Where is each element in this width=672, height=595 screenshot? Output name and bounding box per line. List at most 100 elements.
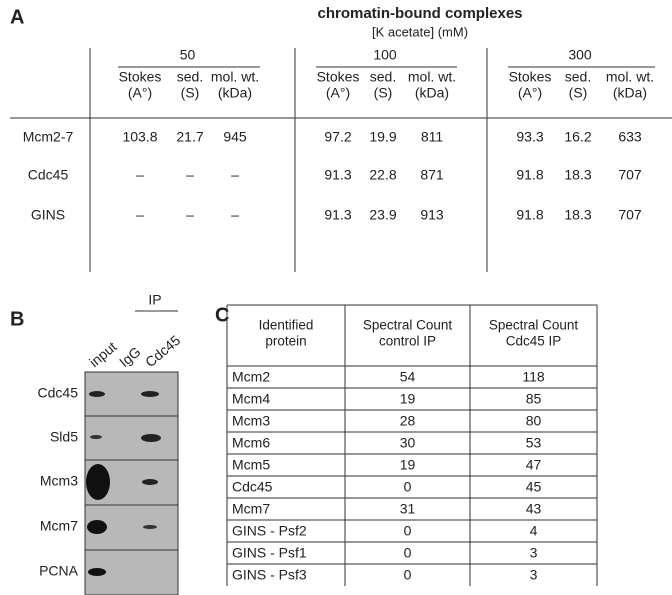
cell: 54 xyxy=(400,369,416,385)
cell: Cdc45 xyxy=(232,479,273,495)
cell: – xyxy=(231,207,239,223)
cell: 0 xyxy=(404,567,412,583)
column-header: sed. xyxy=(177,69,203,85)
panel-label: A xyxy=(10,6,24,28)
figure: Achromatin-bound complexes[K acetate] (m… xyxy=(0,0,672,595)
column-header: sed. xyxy=(565,69,591,85)
cell: 3 xyxy=(530,567,538,583)
cell: 53 xyxy=(526,435,542,451)
column-header: mol. wt. xyxy=(408,69,456,85)
blot-row-label: PCNA xyxy=(39,563,79,579)
cell: 16.2 xyxy=(564,129,591,145)
cell: 45 xyxy=(526,479,542,495)
header-cell: Identified xyxy=(259,318,314,333)
group-label: 100 xyxy=(373,47,397,63)
header-cell: protein xyxy=(265,334,306,349)
cell: – xyxy=(186,207,194,223)
cell: Mcm3 xyxy=(232,413,270,429)
cell: GINS - Psf1 xyxy=(232,545,307,561)
cell: Mcm5 xyxy=(232,457,270,473)
blot-row-label: Cdc45 xyxy=(38,385,79,401)
cell: 91.3 xyxy=(324,167,351,183)
blot xyxy=(85,372,178,595)
lane-label: input xyxy=(86,338,120,370)
column-header: (A°) xyxy=(128,85,152,101)
cell: 47 xyxy=(526,457,542,473)
column-header: sed. xyxy=(370,69,396,85)
cell: 913 xyxy=(420,207,444,223)
blot-row-label: Sld5 xyxy=(50,429,78,445)
header-cell: control IP xyxy=(379,334,436,349)
cell: 0 xyxy=(404,523,412,539)
cell: 91.3 xyxy=(324,207,351,223)
cell: Mcm6 xyxy=(232,435,270,451)
band xyxy=(141,391,159,397)
cell: 0 xyxy=(404,545,412,561)
cell: 707 xyxy=(618,207,642,223)
cell: 0 xyxy=(404,479,412,495)
band xyxy=(87,520,107,534)
cell: 30 xyxy=(400,435,416,451)
cell: 3 xyxy=(530,545,538,561)
cell: 80 xyxy=(526,413,542,429)
cell: 18.3 xyxy=(564,167,591,183)
column-header: mol. wt. xyxy=(606,69,654,85)
blot-row-label: Mcm3 xyxy=(40,473,78,489)
page: body { margin: 0; background: #fff; font… xyxy=(0,0,672,595)
cell: GINS - Psf2 xyxy=(232,523,307,539)
group-label: 50 xyxy=(180,47,196,63)
cell: 93.3 xyxy=(516,129,543,145)
header-cell: Cdc45 IP xyxy=(506,334,562,349)
blot-row-label: Mcm7 xyxy=(40,518,78,534)
cell: 22.8 xyxy=(369,167,396,183)
band xyxy=(142,479,158,485)
cell: Mcm7 xyxy=(232,501,270,517)
band xyxy=(86,464,110,500)
cell: – xyxy=(186,167,194,183)
column-header: (kDa) xyxy=(415,85,449,101)
column-header: (A°) xyxy=(518,85,542,101)
cell: – xyxy=(231,167,239,183)
column-header: mol. wt. xyxy=(211,69,259,85)
cell: 103.8 xyxy=(122,129,157,145)
cell: 91.8 xyxy=(516,207,543,223)
cell: 23.9 xyxy=(369,207,396,223)
cell: 633 xyxy=(618,129,642,145)
band xyxy=(88,568,106,576)
band xyxy=(141,434,161,442)
cell: 945 xyxy=(223,129,247,145)
column-header: Stokes xyxy=(119,69,162,85)
cell: 28 xyxy=(400,413,416,429)
band xyxy=(143,525,157,529)
column-header: (A°) xyxy=(326,85,350,101)
column-header: Stokes xyxy=(509,69,552,85)
cell: 19 xyxy=(400,457,416,473)
cell: GINS - Psf3 xyxy=(232,567,307,583)
cell: 31 xyxy=(400,501,416,517)
ip-label: IP xyxy=(148,292,161,308)
cell: 18.3 xyxy=(564,207,591,223)
cell: – xyxy=(136,167,144,183)
cell: Mcm2 xyxy=(232,369,270,385)
column-header: (S) xyxy=(569,85,588,101)
cell: 118 xyxy=(522,369,545,385)
row-label: GINS xyxy=(31,207,65,223)
column-header: Stokes xyxy=(317,69,360,85)
column-header: (S) xyxy=(374,85,393,101)
panel-label: B xyxy=(10,308,24,330)
band xyxy=(90,435,102,439)
column-header: (S) xyxy=(181,85,200,101)
column-header: (kDa) xyxy=(613,85,647,101)
cell: 871 xyxy=(420,167,444,183)
cell: 91.8 xyxy=(516,167,543,183)
lane-label: IgG xyxy=(116,343,144,370)
cell: 19 xyxy=(400,391,416,407)
group-label: 300 xyxy=(568,47,592,63)
lane-label: Cdc45 xyxy=(142,332,183,370)
table-subtitle: [K acetate] (mM) xyxy=(372,24,468,39)
cell: 707 xyxy=(618,167,642,183)
band xyxy=(89,391,105,397)
row-label: Cdc45 xyxy=(28,167,69,183)
header-cell: Spectral Count xyxy=(363,318,453,333)
cell: – xyxy=(136,207,144,223)
